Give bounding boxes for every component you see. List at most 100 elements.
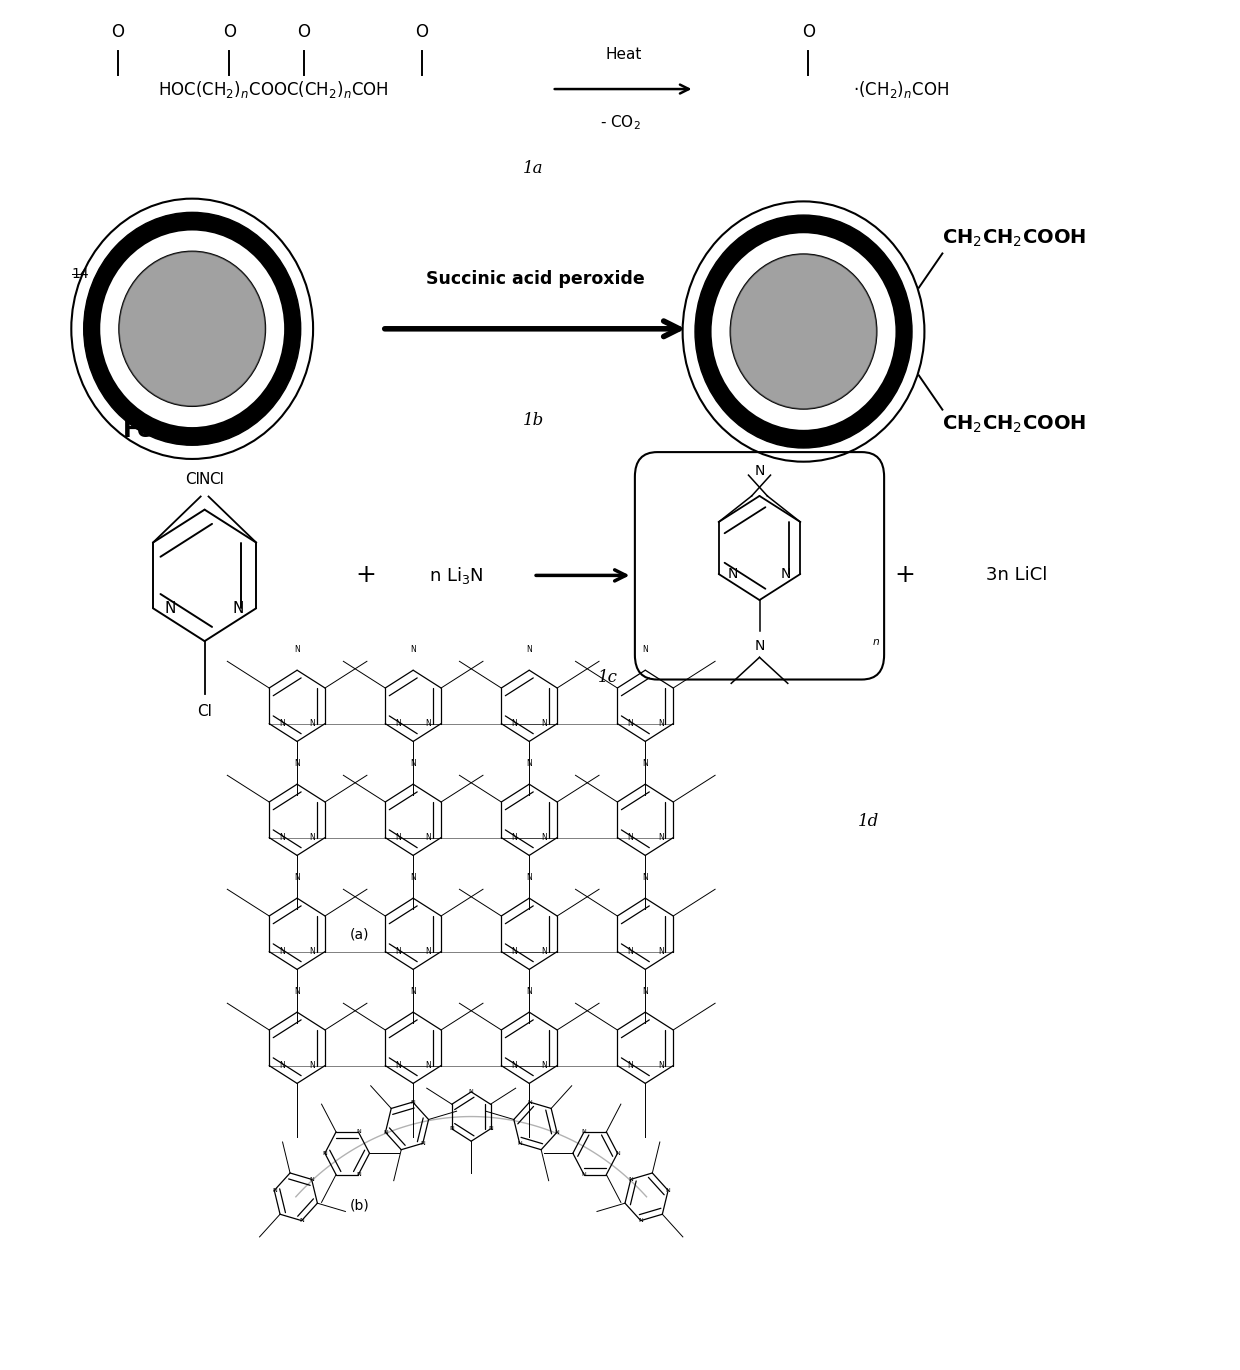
- Text: 14: 14: [72, 267, 89, 281]
- Text: N: N: [511, 947, 517, 956]
- Ellipse shape: [83, 212, 301, 445]
- Text: N: N: [425, 833, 432, 843]
- Text: N: N: [642, 759, 649, 769]
- Text: N: N: [425, 1062, 432, 1070]
- Text: (a): (a): [350, 927, 370, 941]
- Text: N: N: [657, 947, 663, 956]
- Text: N: N: [526, 988, 532, 996]
- Text: N: N: [410, 988, 417, 996]
- Text: N: N: [322, 1151, 327, 1156]
- Ellipse shape: [711, 232, 897, 430]
- Text: N: N: [233, 601, 244, 615]
- Text: N: N: [780, 567, 791, 581]
- Ellipse shape: [119, 252, 265, 406]
- Text: N: N: [511, 1062, 517, 1070]
- Text: Cl: Cl: [185, 471, 200, 486]
- Text: ·(CH$_2$)$_n$COH: ·(CH$_2$)$_n$COH: [853, 78, 949, 100]
- Text: N: N: [627, 719, 632, 727]
- Text: N: N: [394, 1062, 401, 1070]
- Text: O: O: [223, 23, 236, 41]
- Text: O: O: [112, 23, 124, 41]
- Text: N: N: [279, 1062, 285, 1070]
- Text: N: N: [517, 1141, 522, 1145]
- Text: N: N: [410, 1100, 415, 1104]
- Text: N: N: [754, 463, 765, 478]
- Text: N: N: [542, 719, 548, 727]
- Text: N: N: [394, 947, 401, 956]
- Text: N: N: [279, 833, 285, 843]
- Text: N: N: [309, 1177, 314, 1182]
- Text: N: N: [542, 1062, 548, 1070]
- Ellipse shape: [694, 215, 911, 448]
- Text: N: N: [542, 947, 548, 956]
- Text: O: O: [298, 23, 310, 41]
- Text: N: N: [394, 719, 401, 727]
- Ellipse shape: [99, 229, 285, 427]
- Text: 1b: 1b: [522, 412, 544, 429]
- Text: N: N: [629, 1177, 634, 1182]
- Text: N: N: [410, 645, 417, 653]
- Text: N: N: [754, 638, 765, 653]
- Text: 1d: 1d: [857, 814, 879, 830]
- Text: N: N: [383, 1130, 388, 1134]
- Text: N: N: [294, 645, 300, 653]
- Text: N: N: [511, 833, 517, 843]
- Text: N: N: [310, 947, 315, 956]
- Text: $_n$: $_n$: [872, 633, 880, 648]
- Text: N: N: [728, 567, 739, 581]
- Text: N: N: [527, 1100, 532, 1104]
- Text: N: N: [657, 1062, 663, 1070]
- Text: - CO$_2$: - CO$_2$: [600, 114, 640, 133]
- Text: N: N: [310, 833, 315, 843]
- Text: Cl: Cl: [197, 704, 212, 719]
- Text: 10: 10: [239, 363, 257, 377]
- Ellipse shape: [730, 255, 877, 408]
- Text: N: N: [642, 988, 649, 996]
- Text: 1a: 1a: [523, 160, 543, 177]
- Text: CH$_2$CH$_2$COOH: CH$_2$CH$_2$COOH: [942, 414, 1086, 436]
- Text: 1c: 1c: [598, 669, 618, 685]
- Text: N: N: [198, 471, 211, 486]
- Text: N: N: [542, 833, 548, 843]
- Text: N: N: [627, 833, 632, 843]
- Text: N: N: [554, 1130, 559, 1134]
- Text: N: N: [489, 1126, 494, 1132]
- Text: N: N: [582, 1129, 587, 1134]
- Text: N: N: [294, 873, 300, 882]
- Text: N: N: [279, 719, 285, 727]
- Text: N: N: [299, 1218, 304, 1223]
- Text: N: N: [627, 1062, 632, 1070]
- Text: N: N: [526, 873, 532, 882]
- Text: N: N: [425, 719, 432, 727]
- Text: N: N: [582, 1173, 587, 1177]
- Ellipse shape: [730, 255, 877, 408]
- Text: Succinic acid peroxide: Succinic acid peroxide: [427, 270, 645, 288]
- Text: N: N: [657, 719, 663, 727]
- Text: N: N: [615, 1151, 620, 1156]
- Text: CH$_2$CH$_2$COOH: CH$_2$CH$_2$COOH: [942, 227, 1086, 249]
- Text: O: O: [802, 23, 815, 41]
- Text: +: +: [895, 563, 915, 588]
- Text: 12: 12: [248, 326, 265, 340]
- Text: N: N: [356, 1173, 361, 1177]
- Text: (b): (b): [350, 1199, 370, 1212]
- Text: O: O: [415, 23, 428, 41]
- Text: N: N: [449, 1126, 454, 1132]
- Text: N: N: [279, 947, 285, 956]
- Text: Cl: Cl: [210, 471, 224, 486]
- Text: N: N: [642, 645, 649, 653]
- Text: +: +: [356, 563, 376, 588]
- Text: N: N: [469, 1089, 474, 1095]
- Text: N: N: [425, 947, 432, 956]
- Text: N: N: [310, 719, 315, 727]
- Text: N: N: [294, 759, 300, 769]
- Text: N: N: [511, 719, 517, 727]
- Text: N: N: [165, 601, 176, 615]
- Text: N: N: [657, 833, 663, 843]
- Ellipse shape: [71, 199, 312, 459]
- Text: N: N: [526, 759, 532, 769]
- Text: N: N: [639, 1218, 644, 1223]
- Text: N: N: [394, 833, 401, 843]
- Text: N: N: [356, 1129, 361, 1134]
- Text: Heat: Heat: [605, 47, 642, 62]
